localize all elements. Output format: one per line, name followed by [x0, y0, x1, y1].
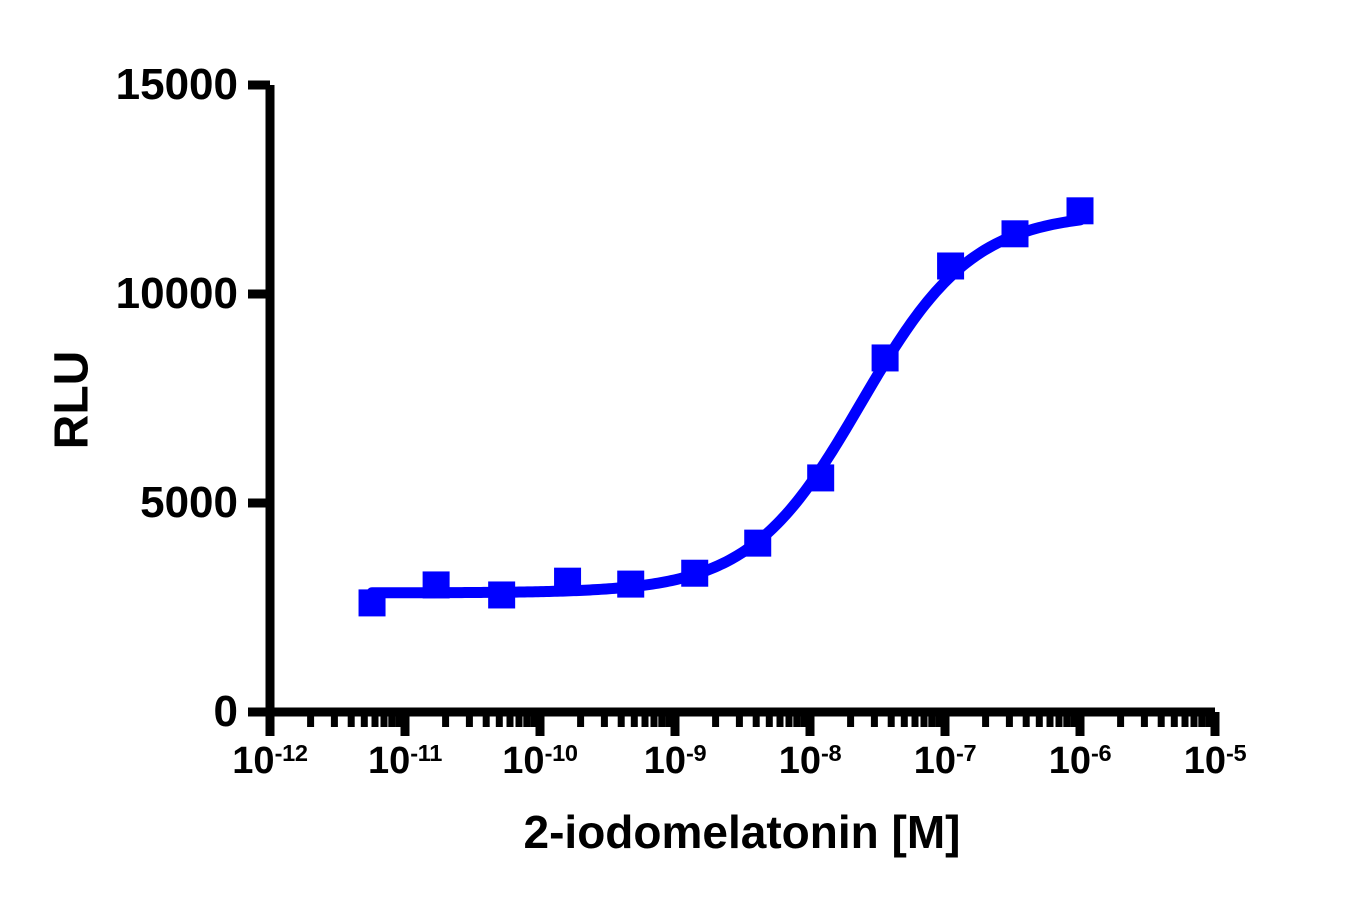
x-tick-base: 10: [1048, 740, 1091, 782]
x-axis-major-ticks: [265, 712, 1220, 736]
x-tick-label-1e-12: 10-12: [232, 739, 308, 782]
data-point-markers: [358, 197, 1094, 617]
data-point-marker: [1001, 220, 1029, 248]
x-tick-label-1e-8: 10-8: [778, 739, 842, 782]
x-tick-base: 10: [502, 740, 545, 782]
y-tick-label-5000: 5000: [140, 478, 238, 527]
x-tick-label-1e-11: 10-11: [367, 739, 443, 782]
x-tick-label-1e-5: 10-5: [1183, 739, 1247, 782]
x-tick-base: 10: [643, 740, 686, 782]
y-axis-title: RLU: [45, 350, 99, 450]
data-point-marker: [681, 559, 709, 587]
x-tick-exponent: -5: [1225, 739, 1247, 766]
data-point-marker: [488, 581, 516, 609]
x-tick-exponent: -10: [544, 739, 578, 766]
x-tick-exponent: -12: [274, 739, 308, 766]
x-axis-title: 2-iodomelatonin [M]: [523, 806, 961, 858]
x-tick-base: 10: [367, 740, 411, 782]
data-point-marker: [422, 571, 450, 599]
x-tick-base: 10: [1183, 740, 1226, 782]
x-tick-exponent: -7: [955, 739, 977, 766]
data-point-marker: [617, 570, 645, 598]
x-axis-minor-ticks: [307, 712, 1213, 727]
data-point-marker: [744, 529, 772, 557]
x-tick-label-1e-10: 10-10: [502, 739, 578, 782]
x-tick-exponent: -6: [1090, 739, 1112, 766]
data-point-marker: [1066, 197, 1094, 225]
data-point-marker: [937, 252, 965, 280]
x-tick-exponent: -9: [685, 739, 707, 766]
x-tick-label-1e-6: 10-6: [1048, 739, 1112, 782]
x-tick-label-1e-7: 10-7: [913, 739, 977, 782]
data-point-marker: [554, 567, 582, 595]
y-tick-label-0: 0: [213, 687, 238, 736]
x-tick-label-1e-9: 10-9: [643, 739, 707, 782]
data-point-marker: [807, 464, 835, 492]
x-tick-base: 10: [778, 740, 821, 782]
y-tick-label-15000: 15000: [115, 60, 238, 109]
x-tick-exponent: -11: [410, 739, 443, 766]
data-point-marker: [871, 344, 899, 372]
x-tick-base: 10: [232, 740, 275, 782]
x-tick-exponent: -8: [820, 739, 842, 766]
dose-response-curve: [366, 214, 1086, 599]
x-tick-base: 10: [913, 740, 956, 782]
data-point-marker: [358, 589, 386, 617]
y-tick-label-10000: 10000: [115, 269, 238, 318]
